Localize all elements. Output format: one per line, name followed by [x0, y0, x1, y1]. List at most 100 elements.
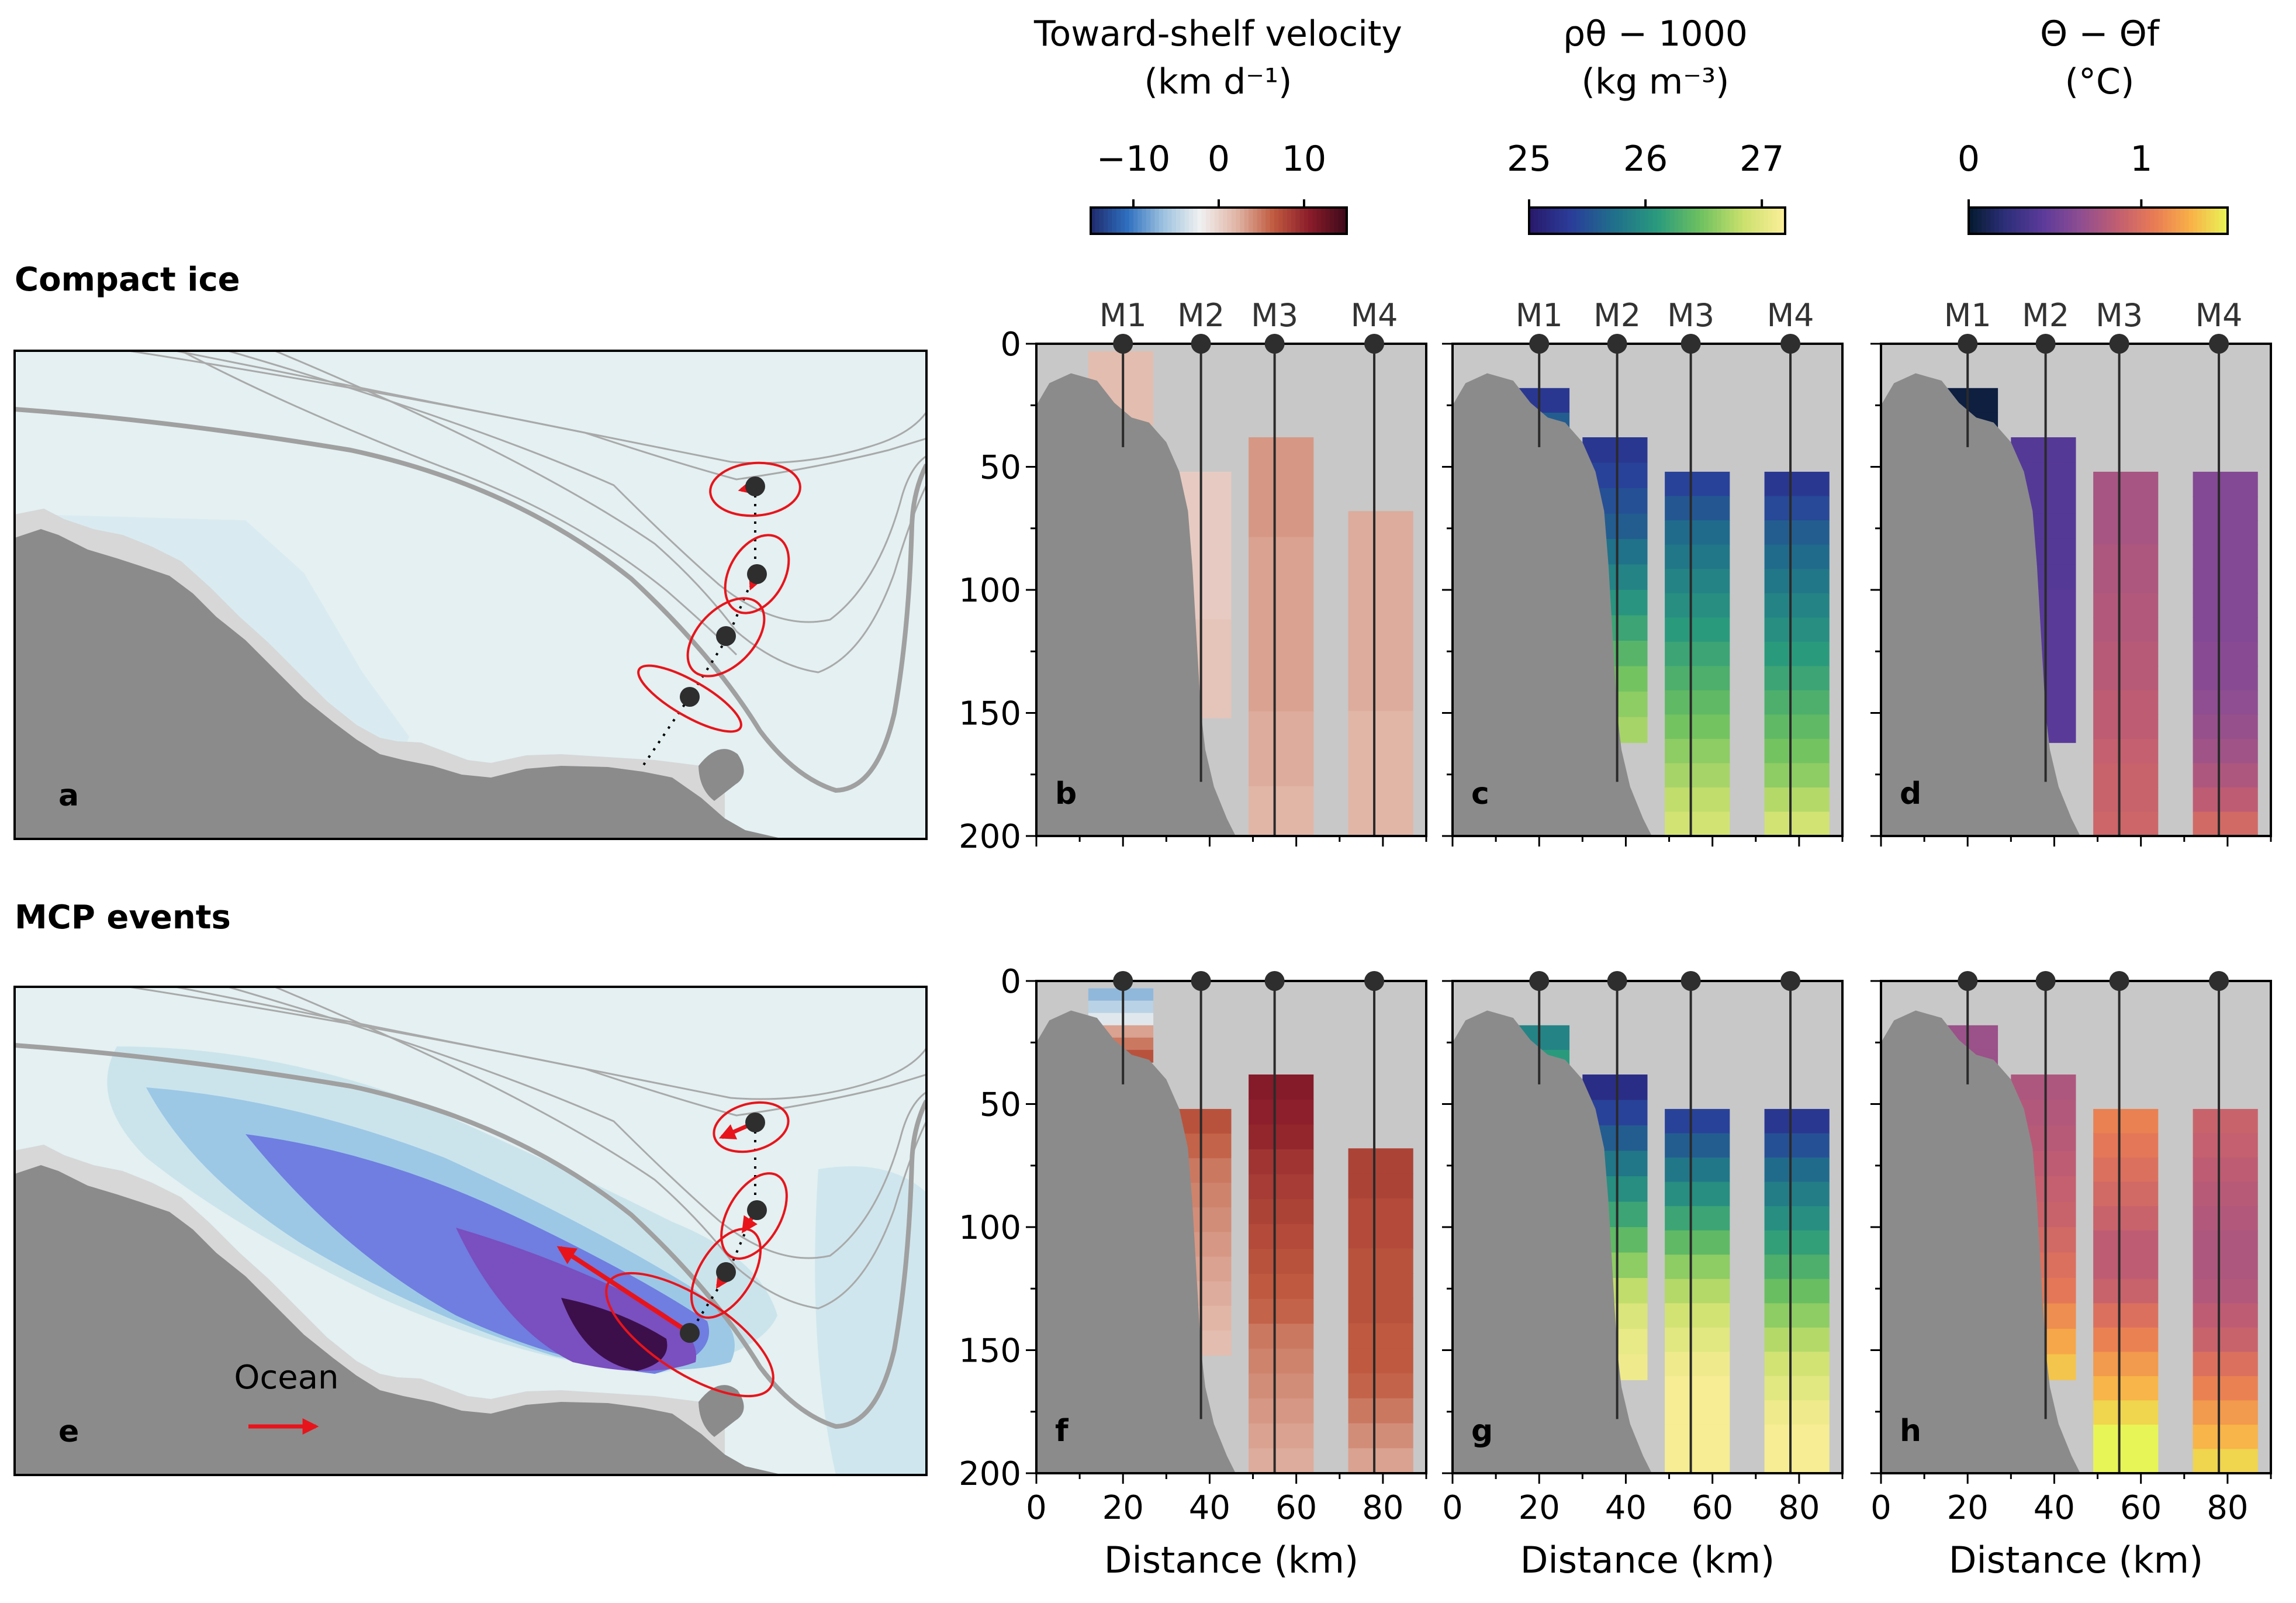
colorbar-gradient-step	[1725, 208, 1730, 234]
data-cell-M3	[2093, 666, 2159, 691]
colorbar-tick-label: 25	[1507, 139, 1551, 179]
colorbar-tick-label: 0	[1958, 139, 1980, 179]
panel-letter-g: g	[1471, 1414, 1493, 1449]
colorbar-gradient-step	[1734, 208, 1739, 234]
seafloor-bathymetry	[1453, 1010, 1652, 1473]
x-tick-label: 40	[2034, 1489, 2075, 1527]
data-cell-M4	[1764, 1327, 1830, 1353]
data-cell-M3	[2093, 1108, 2159, 1134]
x-tick-label: 0	[1026, 1489, 1047, 1527]
colorbar-tick-label: 26	[1623, 139, 1668, 179]
colorbar-gradient-step	[2176, 208, 2181, 234]
data-cell-M3	[1249, 1373, 1314, 1399]
data-cell-M3	[1665, 1449, 1730, 1473]
colorbar-gradient-step	[1657, 208, 1662, 234]
data-cell-M3	[2093, 1157, 2159, 1183]
colorbar-gradient-step	[1994, 208, 2000, 234]
colorbar-gradient-step	[1291, 208, 1296, 234]
data-cell-M3	[1665, 1303, 1730, 1328]
map-e-frame	[13, 986, 928, 1476]
data-cell-M3	[1665, 811, 1730, 836]
data-cell-M4	[1348, 1423, 1413, 1449]
data-cell-M4	[2193, 714, 2258, 740]
colorbar-gradient-step	[2158, 208, 2164, 234]
colorbar-gradient-step	[1533, 208, 1538, 234]
panel-letter-b: b	[1055, 776, 1077, 811]
colorbar-gradient-step	[1990, 208, 1996, 234]
colorbar-gradient-step	[2024, 208, 2030, 234]
colorbar-gradient-step	[1597, 208, 1602, 234]
data-cell-M3	[2093, 714, 2159, 740]
data-cell-M4	[1348, 536, 1413, 562]
map-a-variance-ellipse	[686, 597, 766, 678]
data-cell-M3	[2093, 593, 2159, 618]
colorbar-gradient-step	[2007, 208, 2013, 234]
colorbar-gradient-step	[1231, 208, 1236, 234]
map-e-mooring-section	[556, 1101, 790, 1398]
mooring-top-marker	[2209, 334, 2229, 354]
data-cell-M3	[2093, 569, 2159, 594]
data-cell-M4	[1764, 1449, 1830, 1473]
map-a-main-contour	[15, 407, 926, 793]
x-tick-label: 60	[1275, 1489, 1317, 1527]
colorbar-gradient-step	[2076, 208, 2081, 234]
data-cell-M4	[1348, 661, 1413, 687]
data-cell-M3	[1249, 1124, 1314, 1150]
map-e-sea-ice-light-east	[815, 1166, 926, 1475]
data-cell-M3	[1665, 1400, 1730, 1425]
data-cell-M3	[1665, 1352, 1730, 1377]
data-cell-M4	[2193, 1133, 2258, 1158]
data-cell-M3	[1249, 1324, 1314, 1349]
map-a-mooring-marker	[716, 626, 736, 646]
colorbar-gradient-step	[1700, 208, 1705, 234]
colorbar-gradient-step	[1977, 208, 1982, 234]
colorbar-gradient-step	[2029, 208, 2034, 234]
colorbar-gradient-step	[1206, 208, 1211, 234]
data-cell-M3	[2093, 1449, 2159, 1473]
colorbar-gradient-step	[2051, 208, 2056, 234]
panel-letter-c: c	[1471, 776, 1489, 811]
data-cell-M3	[1665, 787, 1730, 813]
data-cell-M2	[2011, 437, 2076, 464]
x-tick-label: 20	[1102, 1489, 1144, 1527]
colorbar-gradient-step	[1772, 208, 1778, 234]
colorbar-gradient-step	[2046, 208, 2052, 234]
data-cell-M4	[1764, 738, 1830, 764]
data-cell-M3	[1249, 1348, 1314, 1374]
data-cell-M4	[2193, 496, 2258, 521]
colorbar-tick-label: −10	[1097, 139, 1171, 179]
mooring-top-marker	[1264, 334, 1285, 354]
map-e-land	[15, 1165, 783, 1475]
data-cell-M4	[1348, 1398, 1413, 1424]
data-cell-M4	[1764, 1181, 1830, 1207]
data-cell-M4	[1348, 761, 1413, 787]
colorbar-gradient-step	[2163, 208, 2168, 234]
map-e-bathymetry-contours	[128, 987, 926, 1310]
colorbar-gradient-step	[2003, 208, 2008, 234]
colorbar-density: ρθ − 1000 (kg m⁻³) 25 26 27	[1507, 13, 1786, 235]
mooring-label-M3: M3	[2096, 297, 2143, 334]
colorbar-gradient-step	[1278, 208, 1284, 234]
colorbar-gradient-step	[1334, 208, 1339, 234]
colorbar-gradient-step	[1249, 208, 1254, 234]
mooring-top-marker	[2109, 334, 2129, 354]
map-a-island	[699, 749, 744, 801]
data-cell-M4	[2193, 1424, 2258, 1450]
colorbar-gradient-step	[2059, 208, 2065, 234]
colorbar-gradient-step	[1969, 208, 1974, 234]
data-cell-M4	[1764, 544, 1830, 569]
data-cell-M4	[1348, 686, 1413, 712]
data-cell-M4	[1348, 586, 1413, 612]
colorbar-gradient-step	[1550, 208, 1555, 234]
colorbar-gradient-step	[1193, 208, 1198, 234]
colorbar-gradient-step	[2210, 208, 2215, 234]
map-e-sea-ice-dark	[561, 1298, 668, 1371]
data-cell-M4	[1348, 1248, 1413, 1274]
data-cell-M4	[2193, 1303, 2258, 1328]
data-cell-M4	[1348, 786, 1413, 812]
data-cell-M3	[1665, 738, 1730, 764]
data-cell-M3	[1665, 471, 1730, 497]
colorbar-gradient-step	[1973, 208, 1978, 234]
y-tick-label: 150	[959, 1332, 1021, 1370]
